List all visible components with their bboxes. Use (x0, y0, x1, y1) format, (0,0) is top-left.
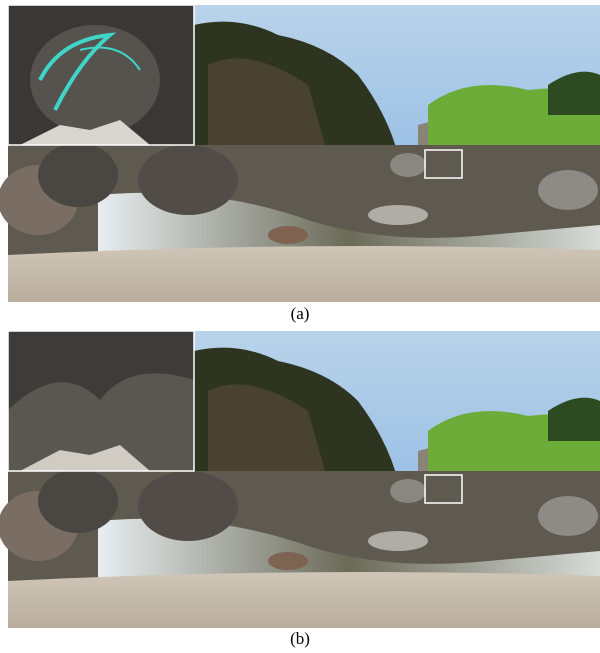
inset (7, 4, 195, 146)
panel-b: (b) (0, 330, 600, 648)
caption: (b) (290, 629, 310, 648)
panel-a: (a) (0, 4, 600, 323)
highlight-box (424, 149, 463, 179)
highlight-box (424, 474, 463, 504)
inset (7, 330, 195, 472)
caption: (a) (291, 304, 310, 323)
